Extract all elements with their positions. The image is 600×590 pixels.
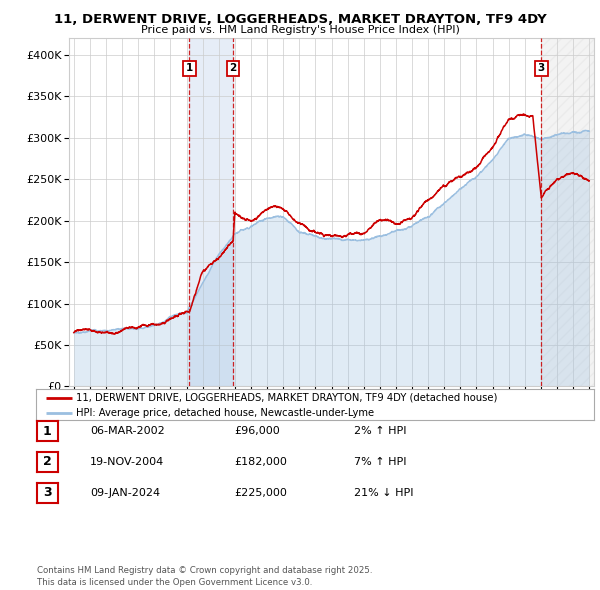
Text: 1: 1: [43, 425, 52, 438]
Text: 2: 2: [43, 455, 52, 468]
Text: 3: 3: [538, 63, 545, 73]
Text: 11, DERWENT DRIVE, LOGGERHEADS, MARKET DRAYTON, TF9 4DY: 11, DERWENT DRIVE, LOGGERHEADS, MARKET D…: [53, 13, 547, 26]
Text: 2% ↑ HPI: 2% ↑ HPI: [354, 427, 407, 436]
Text: 3: 3: [43, 486, 52, 499]
Text: 19-NOV-2004: 19-NOV-2004: [90, 457, 164, 467]
Text: 09-JAN-2024: 09-JAN-2024: [90, 488, 160, 497]
Text: HPI: Average price, detached house, Newcastle-under-Lyme: HPI: Average price, detached house, Newc…: [76, 408, 374, 418]
Text: 1: 1: [186, 63, 193, 73]
Bar: [541, 38, 594, 386]
Text: 2: 2: [229, 63, 237, 73]
Text: £182,000: £182,000: [234, 457, 287, 467]
Bar: [190, 38, 233, 386]
Text: £96,000: £96,000: [234, 427, 280, 436]
Text: 11, DERWENT DRIVE, LOGGERHEADS, MARKET DRAYTON, TF9 4DY (detached house): 11, DERWENT DRIVE, LOGGERHEADS, MARKET D…: [76, 393, 497, 403]
Text: 06-MAR-2002: 06-MAR-2002: [90, 427, 165, 436]
Text: £225,000: £225,000: [234, 488, 287, 497]
Text: 7% ↑ HPI: 7% ↑ HPI: [354, 457, 407, 467]
Text: Contains HM Land Registry data © Crown copyright and database right 2025.
This d: Contains HM Land Registry data © Crown c…: [37, 566, 373, 587]
Text: Price paid vs. HM Land Registry's House Price Index (HPI): Price paid vs. HM Land Registry's House …: [140, 25, 460, 35]
Text: 21% ↓ HPI: 21% ↓ HPI: [354, 488, 413, 497]
